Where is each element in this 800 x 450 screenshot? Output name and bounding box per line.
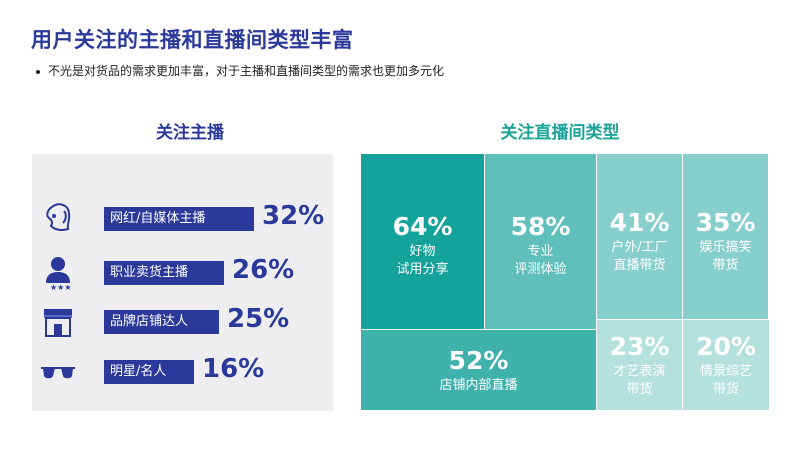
anchor-bar-chart: 网红/自媒体主播 32% ★★★ 职业卖货主播 26% 品牌店铺达人 25% 明星/名人 16% xyxy=(32,154,333,411)
page-title: 用户关注的主播和直播间类型丰富 xyxy=(31,28,354,52)
tile-label: 店铺内部直播 xyxy=(439,378,518,393)
bar-row: 品牌店铺达人 25% xyxy=(32,302,333,342)
bar-value-label: 25% xyxy=(227,304,290,334)
bar: 明星/名人 xyxy=(104,360,194,384)
treemap-tile: 58% 专业评测体验 xyxy=(485,154,597,330)
storefront-icon xyxy=(38,304,78,340)
tile-label: 好物 xyxy=(409,244,436,259)
sunglasses-icon xyxy=(38,354,78,390)
tile-value: 64% xyxy=(392,212,453,241)
subtitle-text: 不光是对货品的需求更加丰富，对于主播和直播间类型的需求也更加多元化 xyxy=(48,64,445,78)
tile-label: 带货 xyxy=(626,382,653,397)
room-type-chart-title: 关注直播间类型 xyxy=(500,123,620,143)
bar: 品牌店铺达人 xyxy=(104,310,219,334)
bar-value-label: 16% xyxy=(202,354,265,384)
anchor-chart-title: 关注主播 xyxy=(156,123,224,143)
tile-label: 情景综艺 xyxy=(699,364,752,379)
tile-label: 带货 xyxy=(712,258,739,273)
tile-value: 41% xyxy=(609,208,670,237)
tile-label: 评测体验 xyxy=(514,262,567,277)
tile-label: 专业 xyxy=(527,244,554,259)
treemap-tile: 35% 娱乐搞笑带货 xyxy=(683,154,769,320)
treemap-tile: 23% 才艺表演带货 xyxy=(597,320,683,411)
tile-label: 才艺表演 xyxy=(613,364,666,379)
svg-text:★★★: ★★★ xyxy=(50,283,72,291)
tile-label: 娱乐搞笑 xyxy=(699,240,752,255)
salesperson-icon: ★★★ xyxy=(38,255,78,292)
tile-label: 户外/工厂 xyxy=(611,240,668,255)
bar-row: ★★★ 职业卖货主播 26% xyxy=(32,253,333,293)
bar: 网红/自媒体主播 xyxy=(104,207,254,231)
tile-value: 20% xyxy=(696,332,756,361)
bar: 职业卖货主播 xyxy=(104,261,224,285)
tile-value: 52% xyxy=(448,346,509,375)
tile-value: 35% xyxy=(695,208,756,237)
page-subtitle: 不光是对货品的需求更加丰富，对于主播和直播间类型的需求也更加多元化 xyxy=(36,62,444,79)
tile-label: 带货 xyxy=(712,382,739,397)
treemap-tile: 41% 户外/工厂直播带货 xyxy=(597,154,683,320)
tile-value: 23% xyxy=(609,332,670,361)
bar-row: 明星/名人 16% xyxy=(32,352,333,392)
bar-value-label: 32% xyxy=(262,201,325,231)
treemap-tile: 52% 店铺内部直播 xyxy=(361,330,597,411)
bar-value-label: 26% xyxy=(232,255,295,285)
bullet-dot xyxy=(36,69,40,74)
treemap-tile: 64% 好物试用分享 xyxy=(361,154,485,330)
tile-label: 试用分享 xyxy=(396,262,449,277)
tile-label: 直播带货 xyxy=(613,258,666,273)
influencer-icon xyxy=(38,201,78,237)
tile-value: 58% xyxy=(510,212,571,241)
bar-row: 网红/自媒体主播 32% xyxy=(32,199,333,239)
treemap-tile: 20% 情景综艺带货 xyxy=(683,320,769,411)
